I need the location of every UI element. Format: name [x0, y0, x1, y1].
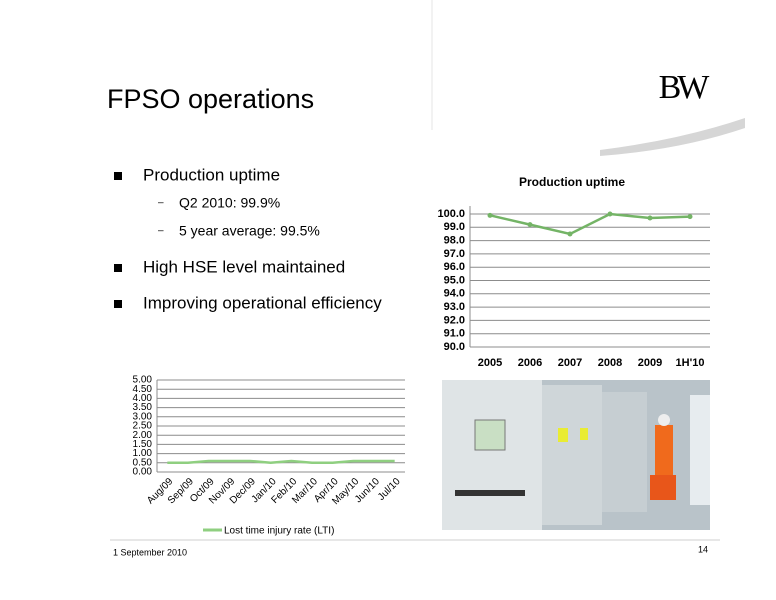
bullet-text: High HSE level maintained	[143, 257, 345, 276]
x-tick-label: 2008	[598, 357, 622, 369]
chart-title: Production uptime	[519, 175, 625, 189]
data-line	[489, 212, 691, 236]
y-tick-label: 1.00	[133, 448, 153, 459]
y-tick-label: 92.0	[444, 314, 465, 326]
sub-bullet-text: Q2 2010: 99.9%	[179, 195, 280, 211]
sub-bullet-text: 5 year average: 99.5%	[179, 223, 320, 239]
data-point	[607, 211, 613, 217]
swoosh	[600, 118, 745, 156]
bullet-text: Production uptime	[143, 165, 280, 184]
bullet-text: Improving operational efficiency	[143, 293, 382, 312]
y-tick-label: 1.50	[133, 439, 153, 450]
y-tick-label: 100.0	[437, 208, 465, 220]
y-tick-label: 97.0	[444, 248, 465, 260]
y-tick-label: 94.0	[444, 288, 465, 300]
data-point	[687, 214, 693, 220]
page-number: 14	[698, 544, 708, 554]
x-tick-label: 2009	[638, 357, 662, 369]
y-tick-label: 5.00	[133, 375, 153, 386]
photo	[442, 380, 710, 530]
logo: BW	[659, 69, 711, 106]
bullet-marker	[114, 264, 122, 272]
data-line	[167, 459, 395, 465]
data-point	[567, 231, 573, 237]
y-tick-label: 2.50	[133, 421, 153, 432]
data-point	[647, 215, 653, 221]
bullet-marker	[114, 300, 122, 308]
data-point	[527, 222, 533, 228]
y-tick-label: 93.0	[444, 301, 465, 313]
y-tick-label: 3.00	[133, 411, 153, 422]
y-tick-label: 98.0	[444, 235, 465, 247]
sub-bullet-dash: –	[158, 198, 164, 209]
y-tick-label: 3.50	[133, 402, 153, 413]
sub-bullet-dash: –	[158, 226, 164, 237]
y-tick-label: 95.0	[444, 274, 465, 286]
x-tick-label: 2005	[478, 357, 502, 369]
data-point	[487, 212, 493, 218]
y-tick-label: 99.0	[444, 221, 465, 233]
y-tick-label: 4.00	[133, 393, 153, 404]
slide-title: FPSO operations	[107, 84, 314, 114]
y-tick-label: 0.00	[133, 467, 153, 478]
legend-label: Lost time injury rate (LTI)	[224, 526, 334, 537]
y-tick-label: 4.50	[133, 384, 153, 395]
x-tick-label: 1H'10	[676, 357, 705, 369]
x-tick-label: 2007	[558, 357, 582, 369]
bullet-marker	[114, 172, 122, 180]
footer-date: 1 September 2010	[113, 547, 187, 557]
y-tick-label: 96.0	[444, 261, 465, 273]
y-tick-label: 0.50	[133, 457, 153, 468]
x-tick-label: 2006	[518, 357, 542, 369]
y-tick-label: 91.0	[444, 328, 465, 340]
y-tick-label: 90.0	[444, 341, 465, 353]
y-tick-label: 2.00	[133, 430, 153, 441]
